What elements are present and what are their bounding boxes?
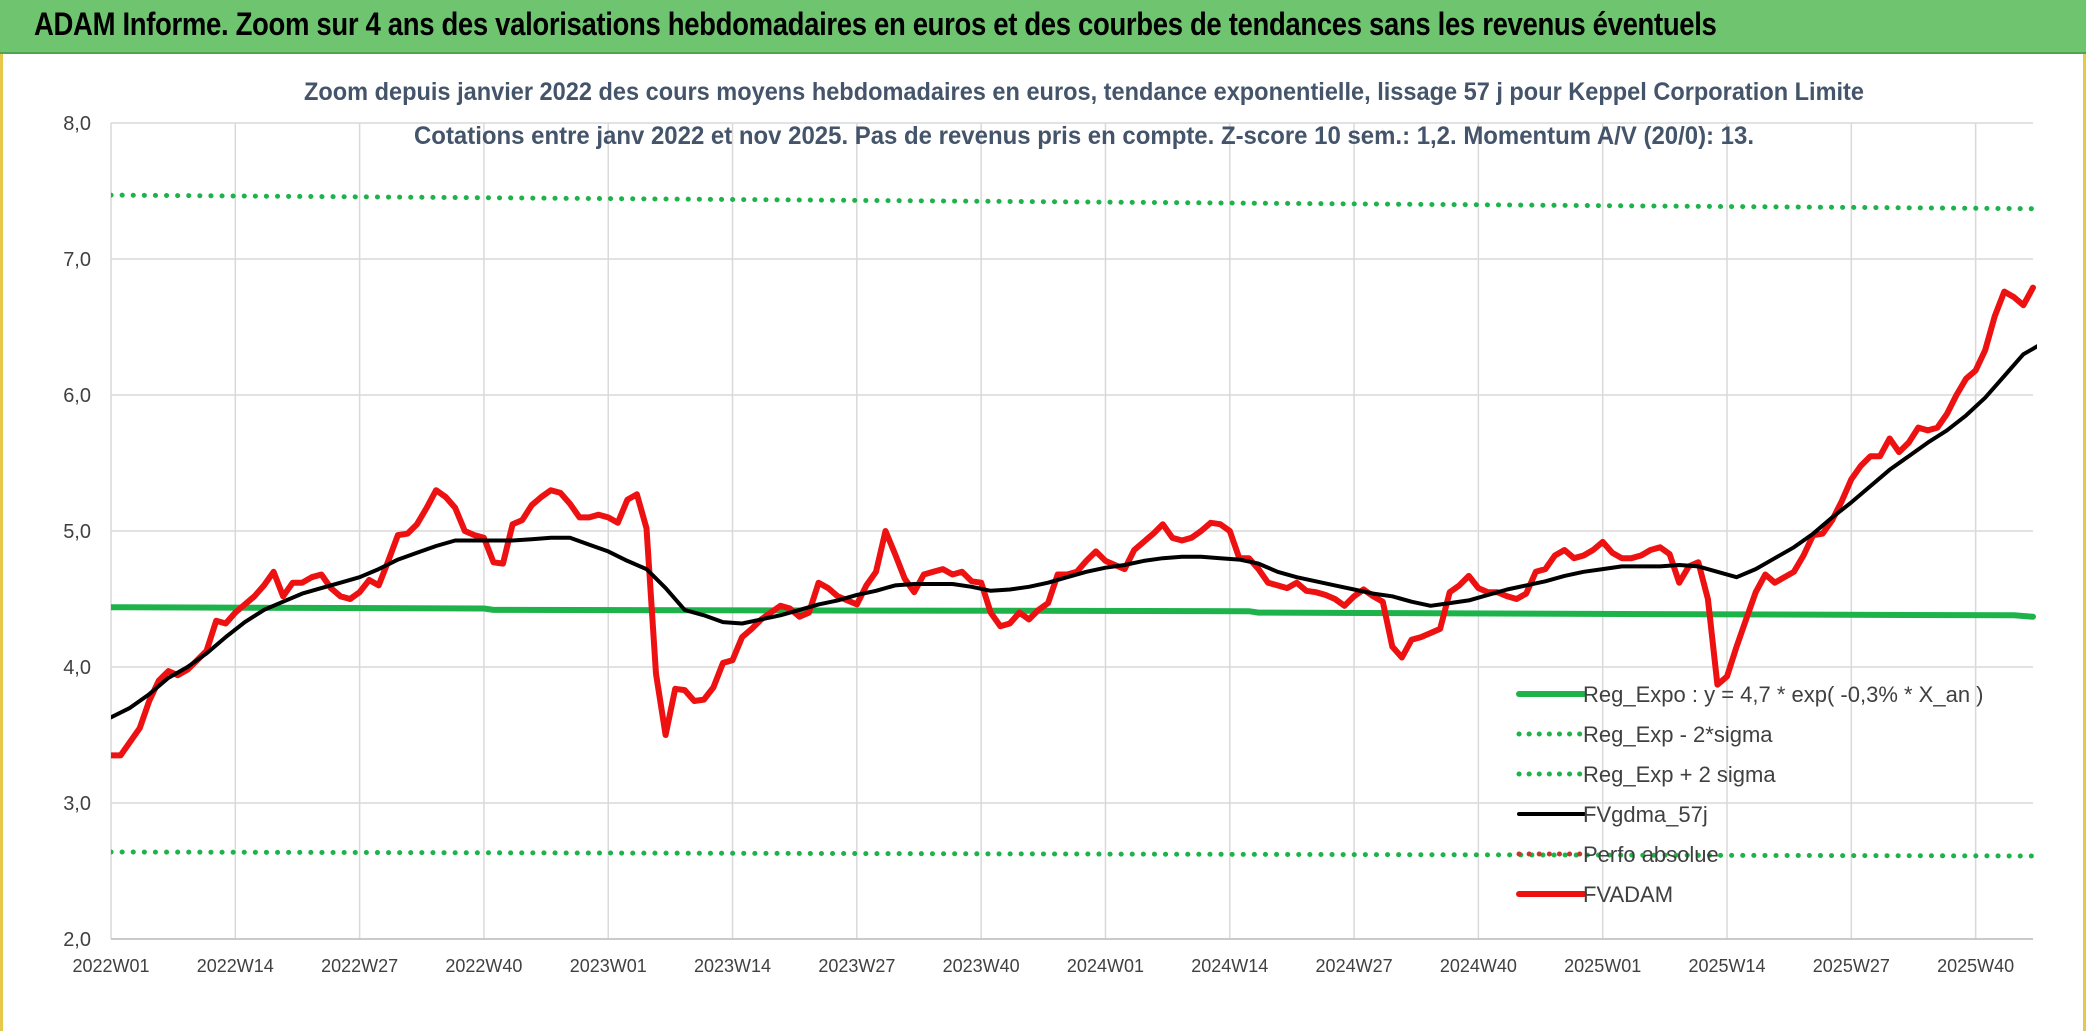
series-lines <box>111 192 2037 859</box>
chart-titles: Zoom depuis janvier 2022 des cours moyen… <box>304 78 1864 150</box>
chart-subtitle: Cotations entre janv 2022 et nov 2025. P… <box>414 122 1754 150</box>
legend-label-5: FVADAM <box>1583 882 1673 907</box>
x-tick-label: 2025W14 <box>1688 956 1765 976</box>
y-tick-label: 8,0 <box>63 113 91 135</box>
axes: 8,0 7,0 6,0 5,0 4,0 3,0 2,0 2022W01 2022W14 2022W… <box>63 113 2033 976</box>
legend-label-1: Reg_Exp - 2*sigma <box>1583 722 1773 747</box>
x-tick-label: 2023W40 <box>943 956 1020 976</box>
legend: Reg_Expo : y = 4,7 * exp( -0,3% * X_an )… <box>1516 682 1984 907</box>
x-tick-label: 2025W27 <box>1813 956 1890 976</box>
x-tick-label: 2023W14 <box>694 956 771 976</box>
x-tick-label: 2024W14 <box>1191 956 1268 976</box>
y-tick-label: 3,0 <box>63 793 91 815</box>
x-tick-label: 2024W27 <box>1316 956 1393 976</box>
y-tick-label: 2,0 <box>63 929 91 951</box>
legend-label-2: Reg_Exp + 2 sigma <box>1583 762 1776 787</box>
grid-lines <box>110 122 2033 940</box>
x-tick-label: 2022W14 <box>197 956 274 976</box>
x-tick-label: 2022W27 <box>321 956 398 976</box>
y-tick-label: 5,0 <box>63 521 91 543</box>
series-line-3 <box>111 344 2037 720</box>
x-tick-label: 2024W01 <box>1067 956 1144 976</box>
legend-label-0: Reg_Expo : y = 4,7 * exp( -0,3% * X_an ) <box>1583 682 1984 707</box>
chart-frame: 8,0 7,0 6,0 5,0 4,0 3,0 2,0 2022W01 2022W14 2022W… <box>0 54 2086 1031</box>
report-header: ADAM Informe. Zoom sur 4 ans des valoris… <box>0 0 2086 54</box>
series-line-0 <box>111 604 2036 620</box>
x-tick-label: 2022W40 <box>445 956 522 976</box>
x-tick-label: 2023W01 <box>570 956 647 976</box>
chart-svg: 8,0 7,0 6,0 5,0 4,0 3,0 2,0 2022W01 2022W14 2022W… <box>63 78 2037 976</box>
series-line-5 <box>111 284 2036 759</box>
report-title: ADAM Informe. Zoom sur 4 ans des valoris… <box>34 6 1717 42</box>
x-tick-label: 2022W01 <box>72 956 149 976</box>
y-tick-label: 6,0 <box>63 385 91 407</box>
series-line-1 <box>111 849 2036 859</box>
x-tick-label: 2023W27 <box>818 956 895 976</box>
x-tick-label: 2024W40 <box>1440 956 1517 976</box>
legend-label-4: Perfo absolue <box>1583 842 1719 867</box>
series-line-2 <box>111 192 2036 212</box>
y-tick-label: 7,0 <box>63 249 91 271</box>
y-tick-label: 4,0 <box>63 657 91 679</box>
x-tick-label: 2025W01 <box>1564 956 1641 976</box>
chart-title: Zoom depuis janvier 2022 des cours moyen… <box>304 78 1864 106</box>
x-tick-label: 2025W40 <box>1937 956 2014 976</box>
legend-label-3: FVgdma_57j <box>1583 802 1708 827</box>
